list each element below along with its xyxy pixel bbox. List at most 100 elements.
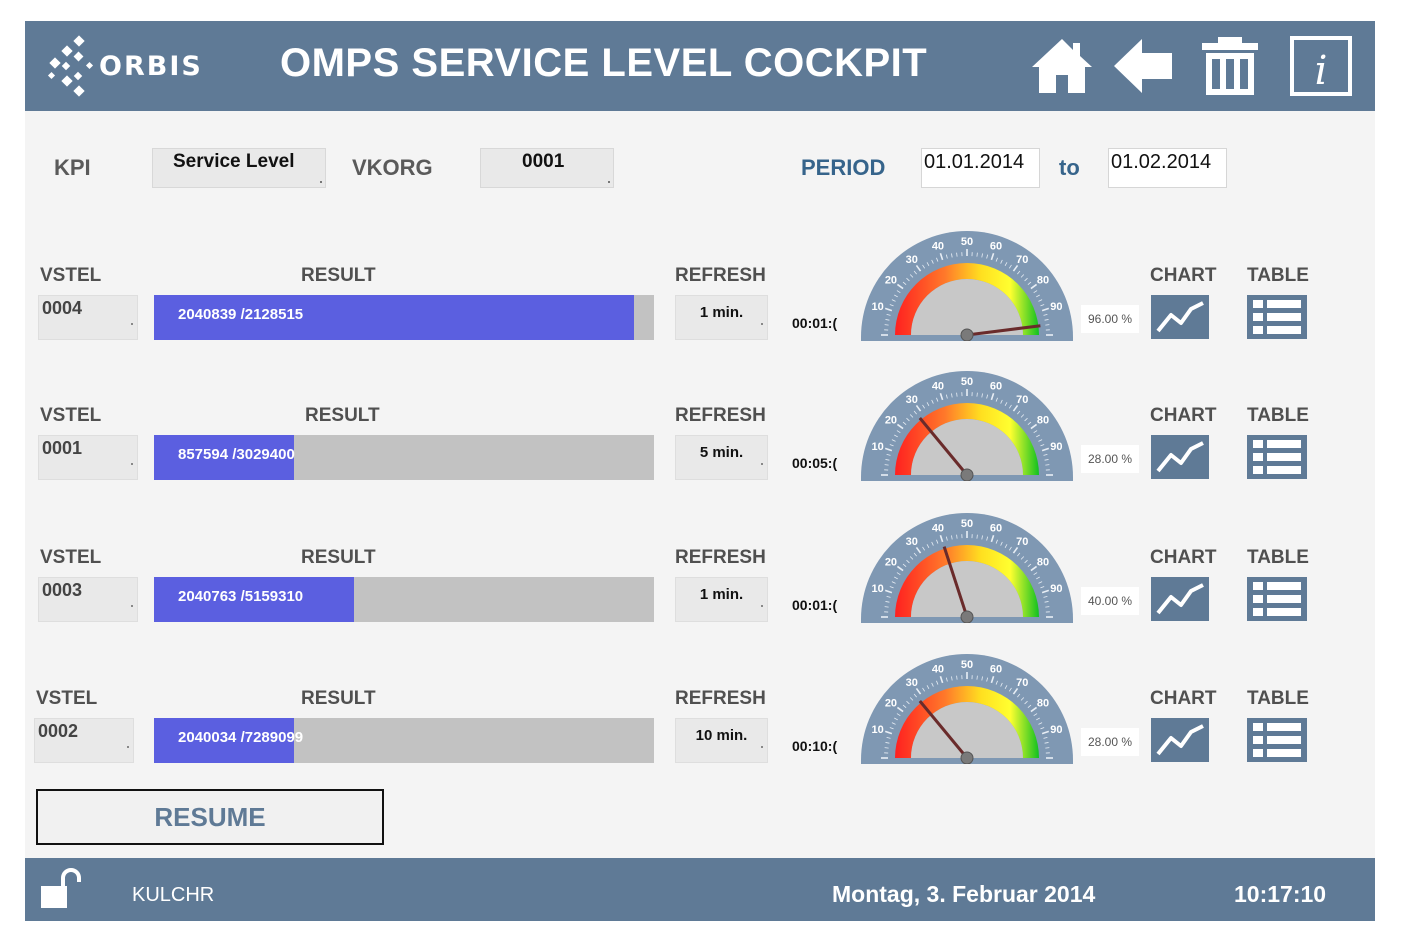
refresh-select[interactable]: 10 min. — [675, 718, 768, 763]
gauge-needle — [942, 546, 969, 618]
period-to-input[interactable]: 01.02.2014 — [1108, 148, 1227, 188]
gauge-tick — [945, 536, 948, 541]
gauge-tick — [1040, 586, 1045, 589]
result-value: 2040839 /2128515 — [178, 306, 304, 323]
gauge-hub — [960, 751, 974, 765]
select-dot — [761, 463, 763, 465]
vkorg-select[interactable]: 0001 — [480, 148, 614, 188]
gauge-color-band — [895, 686, 1039, 758]
period-label: PERIOD — [801, 155, 886, 180]
gauge-scale-label: 80 — [1037, 557, 1049, 569]
gauge-tick — [906, 559, 910, 564]
gauge-tick — [936, 257, 939, 262]
gauge-tick — [1008, 687, 1012, 692]
result-value: 857594 /3029400 — [178, 446, 295, 463]
gauge-scale-label: 40 — [932, 523, 944, 535]
gauge-tick — [1012, 404, 1019, 412]
vstel-select[interactable]: 0003 — [38, 577, 138, 622]
table-button[interactable] — [1247, 577, 1307, 621]
gauge-tick — [1045, 606, 1050, 608]
gauge-scale-label: 40 — [932, 664, 944, 676]
gauge-tick — [976, 392, 978, 397]
chart-button[interactable] — [1151, 718, 1209, 762]
chart-label: CHART — [1150, 265, 1217, 286]
current-date: Montag, 3. Februar 2014 — [832, 881, 1096, 907]
gauge-tick — [1040, 304, 1045, 307]
vstel-select[interactable]: 0001 — [38, 435, 138, 480]
chart-label: CHART — [1150, 547, 1217, 568]
gauge-tick — [976, 534, 978, 539]
gauge-tick — [909, 556, 914, 560]
table-button[interactable] — [1247, 435, 1307, 479]
gauge-tick — [936, 539, 939, 544]
trash-icon[interactable] — [1198, 35, 1262, 97]
gauge-tick — [931, 399, 934, 404]
chart-button[interactable] — [1151, 577, 1209, 621]
gauge-tick — [906, 417, 910, 422]
table-button[interactable] — [1247, 295, 1307, 339]
gauge-hub — [960, 610, 974, 624]
service-level-gauge: 10 20 30 40 50 60 70 80 90 — [861, 654, 1073, 765]
gauge-tick — [894, 294, 898, 298]
gauge-scale-label: 40 — [932, 381, 944, 393]
info-icon[interactable]: i — [1289, 35, 1353, 97]
gauge-tick — [909, 274, 914, 278]
gauge-tick — [1038, 299, 1043, 302]
refresh-select[interactable]: 1 min. — [675, 295, 768, 340]
gauge-hub — [960, 328, 974, 342]
gauge-tick — [1033, 290, 1038, 294]
table-button[interactable] — [1247, 718, 1307, 762]
gauge-tick — [945, 394, 948, 399]
gauge-tick — [986, 677, 989, 682]
gauge-tick — [922, 687, 926, 692]
gauge-tick — [885, 601, 890, 603]
gauge-tick — [1044, 319, 1049, 321]
refresh-select[interactable]: 5 min. — [675, 435, 768, 480]
gauge-tick — [995, 257, 998, 262]
gauge-tick — [915, 687, 922, 695]
gauge-tick — [1008, 404, 1012, 409]
gauge-tick — [896, 283, 904, 290]
gauge-scale-label: 90 — [1050, 301, 1062, 313]
refresh-label: REFRESH — [675, 547, 766, 568]
back-arrow-icon[interactable] — [1112, 35, 1176, 97]
gauge-tick — [939, 675, 944, 684]
gauge-tick — [1030, 283, 1038, 290]
table-label: TABLE — [1247, 688, 1309, 709]
refresh-label: REFRESH — [675, 265, 766, 286]
gauge-tick — [951, 393, 953, 398]
gauge-tick — [986, 536, 989, 541]
unlock-icon[interactable] — [39, 868, 81, 910]
vstel-label: VSTEL — [40, 265, 102, 286]
table-label: TABLE — [1247, 547, 1309, 568]
gauge-tick — [886, 453, 891, 456]
vstel-select[interactable]: 0002 — [34, 718, 134, 763]
gauge-tick — [896, 706, 904, 713]
gauge-color-band — [895, 263, 1039, 335]
gauge-color-band — [895, 403, 1039, 475]
vstel-select[interactable]: 0004 — [38, 295, 138, 340]
refresh-label: REFRESH — [675, 688, 766, 709]
gauge-tick — [995, 680, 998, 685]
chart-button[interactable] — [1151, 435, 1209, 479]
line-chart-icon — [1151, 718, 1209, 762]
gauge-tick — [1030, 423, 1038, 430]
gauge-tick — [884, 447, 893, 452]
gauge-scale-label: 20 — [885, 415, 897, 427]
resume-button[interactable]: RESUME — [36, 789, 384, 845]
refresh-select[interactable]: 1 min. — [675, 577, 768, 622]
gauge-tick — [1040, 444, 1045, 447]
gauge-tick — [1020, 556, 1025, 560]
line-chart-icon — [1151, 577, 1209, 621]
kpi-select[interactable]: Service Level — [152, 148, 326, 188]
gauge-scale-label: 80 — [1037, 275, 1049, 287]
table-label: TABLE — [1247, 405, 1309, 426]
gauge-tick — [1030, 565, 1038, 572]
orbis-logo: ORBIS — [45, 33, 220, 99]
gauge-tick — [906, 277, 910, 282]
period-from-input[interactable]: 01.01.2014 — [921, 148, 1040, 188]
home-icon[interactable] — [1030, 35, 1094, 97]
chart-button[interactable] — [1151, 295, 1209, 339]
svg-text:i: i — [1315, 48, 1328, 94]
gauge-tick — [1044, 742, 1049, 744]
